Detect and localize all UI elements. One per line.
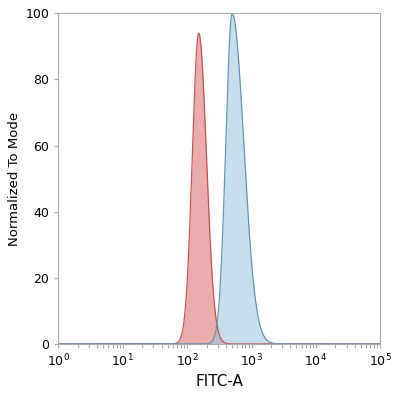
Y-axis label: Normalized To Mode: Normalized To Mode: [8, 112, 21, 246]
X-axis label: FITC-A: FITC-A: [195, 374, 243, 389]
